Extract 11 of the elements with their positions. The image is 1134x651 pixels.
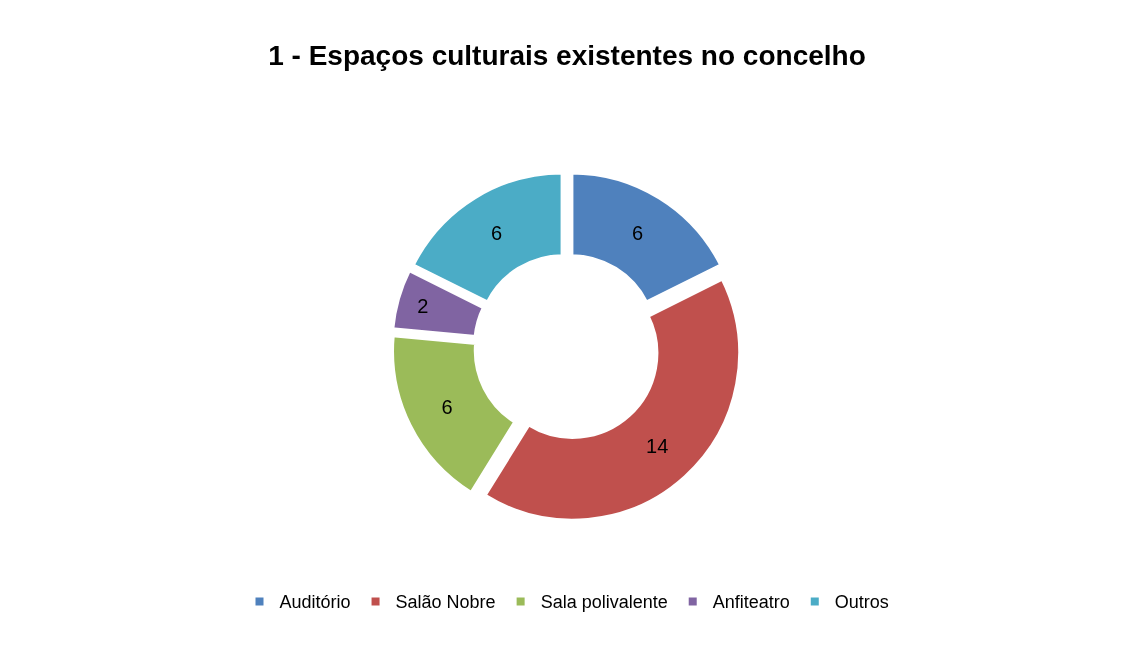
legend-label: Anfiteatro: [712, 592, 790, 613]
legend-label: Outros: [834, 592, 889, 613]
data-label: 6: [441, 395, 453, 418]
data-label: 6: [490, 222, 503, 245]
data-label: 2: [417, 294, 429, 317]
data-label: 14: [646, 434, 669, 457]
data-label: 6: [631, 222, 644, 245]
chart-title: 1 - Espaços culturais existentes no concelho: [268, 40, 866, 72]
legend-label: Auditório: [279, 592, 351, 613]
legend-label: Sala polivalente: [540, 592, 668, 613]
legend-label: Salão Nobre: [395, 592, 496, 613]
